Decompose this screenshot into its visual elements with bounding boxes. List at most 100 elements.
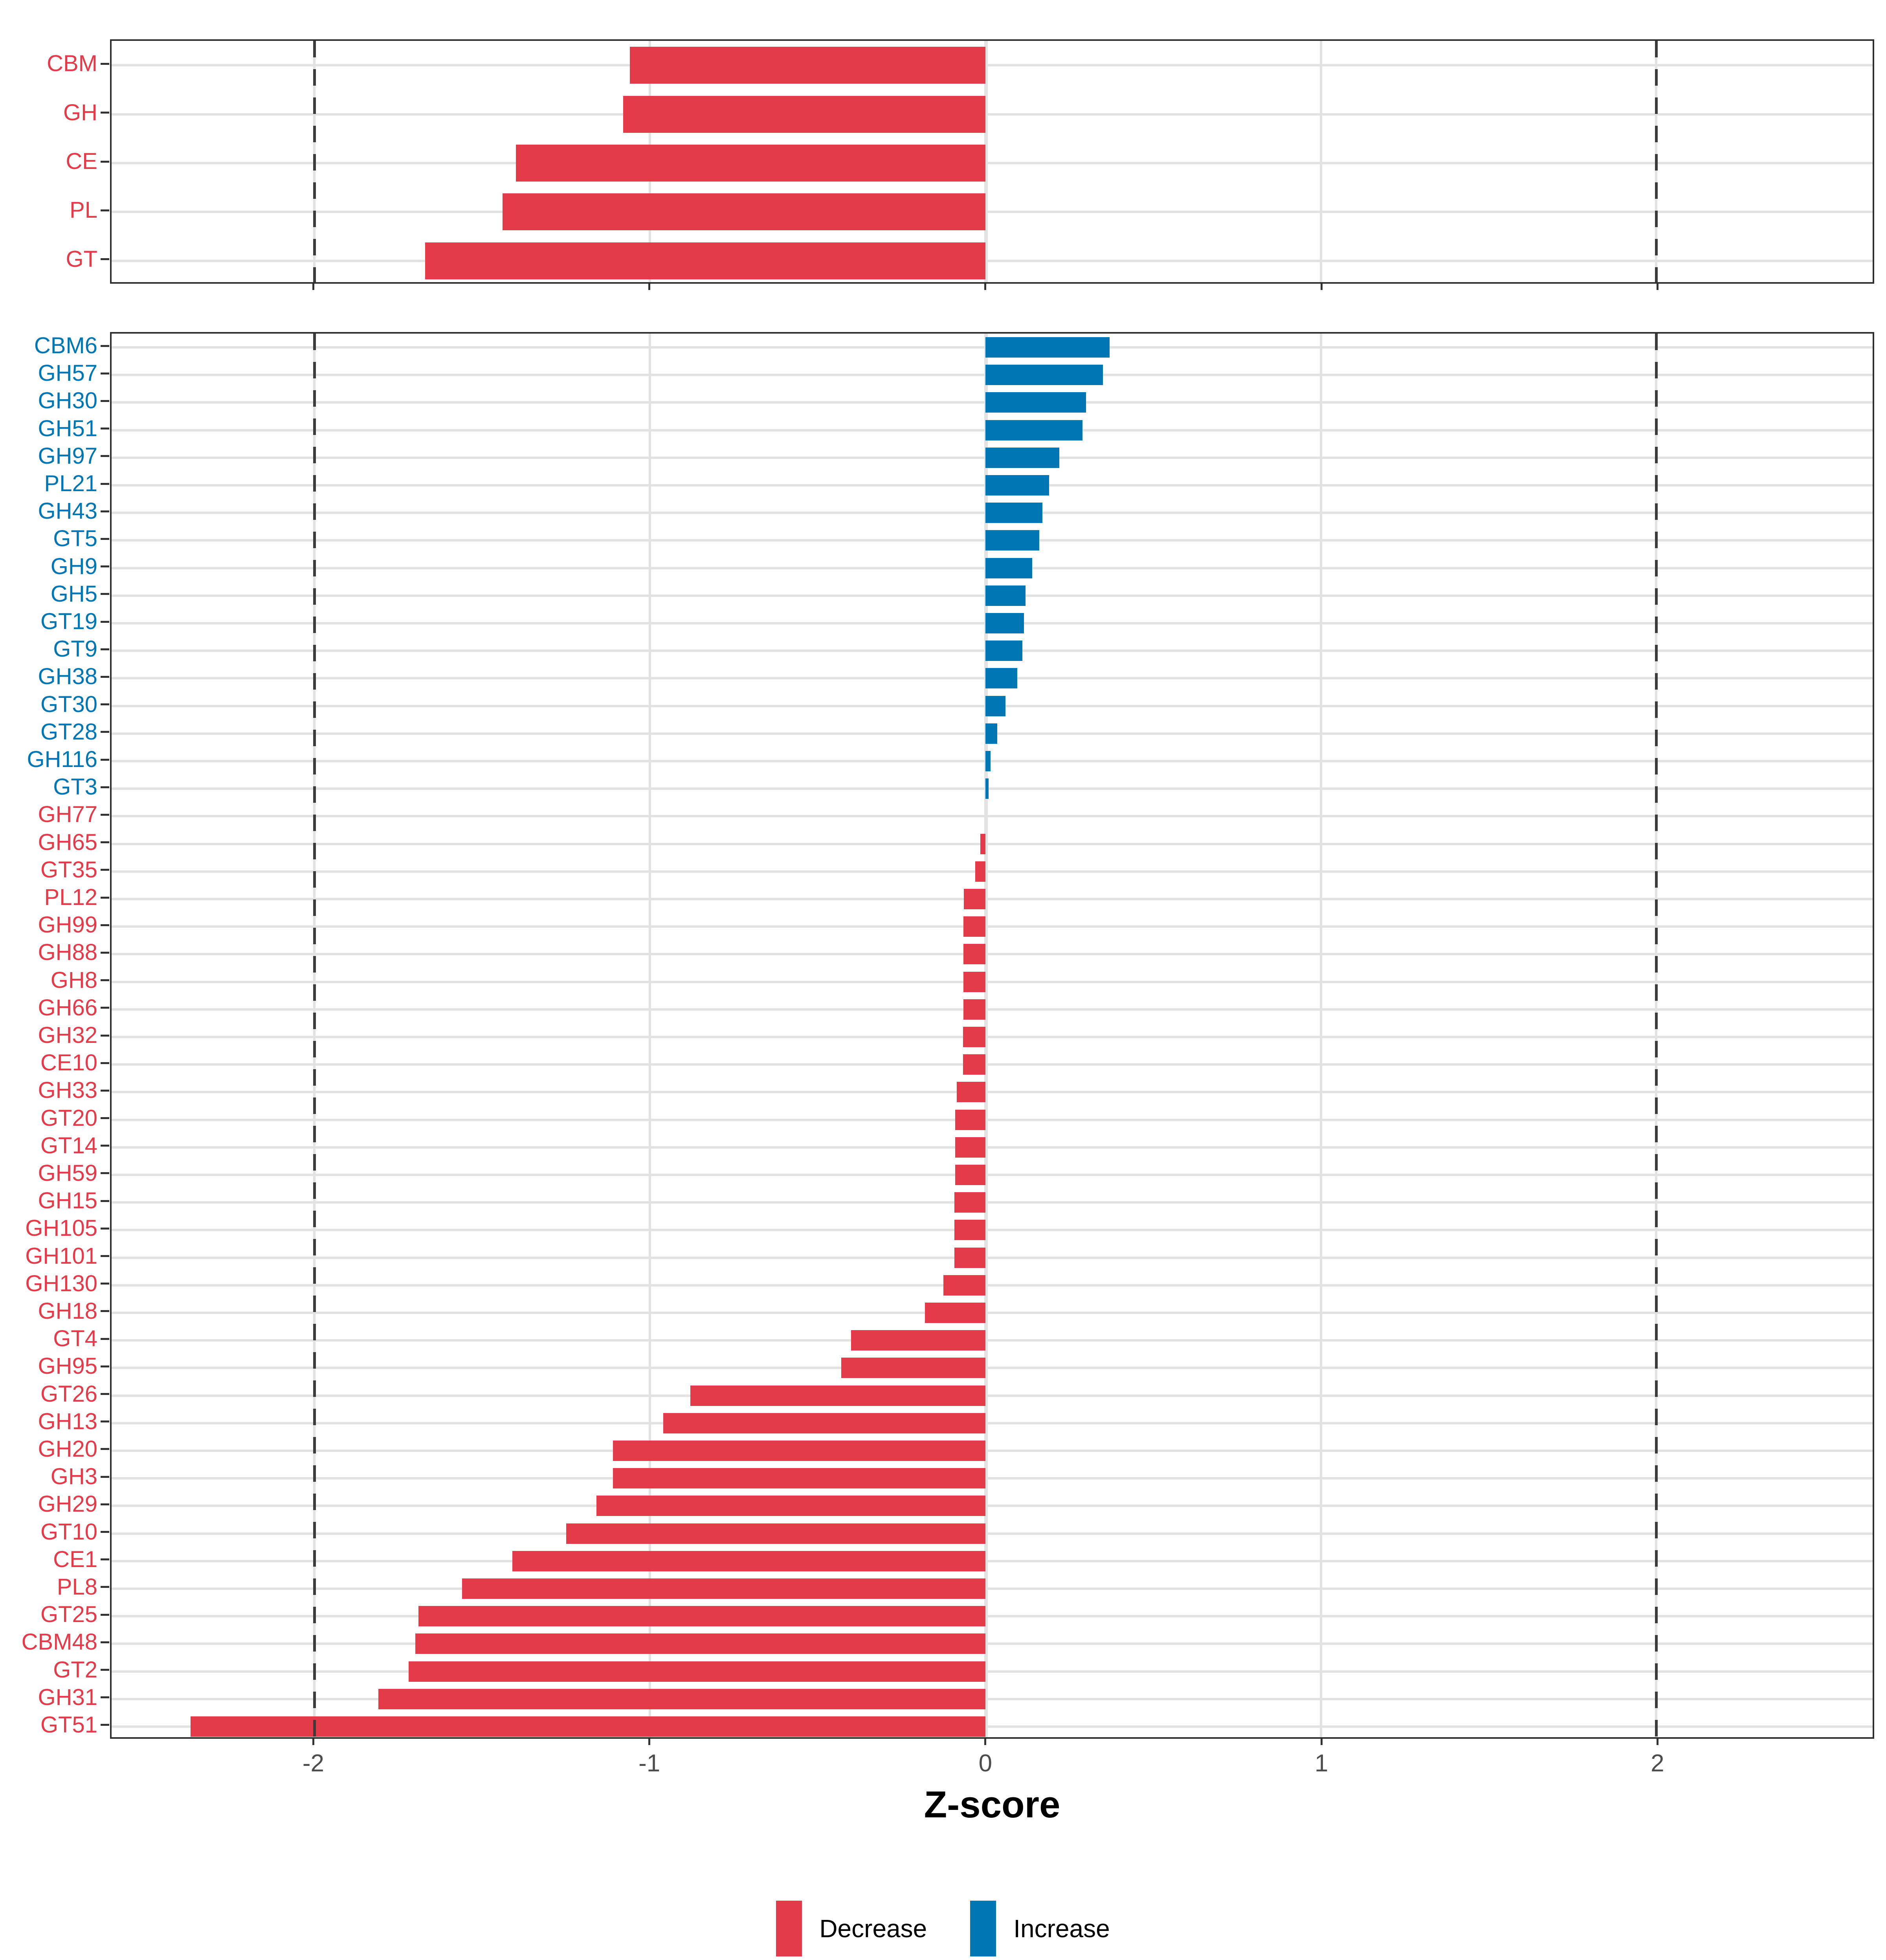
category-label-GH65: GH65: [38, 829, 97, 855]
y-tick-CE: [101, 160, 109, 163]
bar-GH: [623, 95, 985, 133]
category-label-GH9: GH9: [50, 553, 97, 579]
gridline-y: [112, 1670, 1873, 1673]
category-label-GT19: GT19: [40, 609, 97, 635]
category-label-CE10: CE10: [40, 1050, 97, 1076]
bar-GH9: [985, 558, 1033, 578]
bar-GH57: [985, 365, 1103, 385]
y-tick-PL: [101, 209, 109, 211]
y-tick-GH43: [101, 510, 109, 512]
bar-GH15: [954, 1192, 985, 1213]
y-tick-GH95: [101, 1365, 109, 1367]
gridline-x-1: [1319, 334, 1322, 1737]
bar-GT28: [985, 723, 997, 744]
x-tick-1: [1320, 1739, 1323, 1745]
gridline-y: [112, 1505, 1873, 1507]
y-tick-GH20: [101, 1448, 109, 1450]
x-tick-2: [1656, 284, 1659, 290]
y-tick-GT2: [101, 1669, 109, 1671]
gridline-y: [112, 1091, 1873, 1094]
gridline-y: [112, 1311, 1873, 1314]
bar-GH18: [925, 1302, 985, 1323]
y-tick-GH31: [101, 1696, 109, 1699]
bar-GH30: [985, 392, 1086, 413]
y-tick-CBM6: [101, 345, 109, 347]
category-label-GH59: GH59: [38, 1160, 97, 1186]
gridline-y: [112, 1422, 1873, 1424]
bar-GT10: [566, 1523, 985, 1544]
category-label-GH: GH: [63, 99, 97, 125]
category-label-GH95: GH95: [38, 1353, 97, 1379]
y-tick-GH: [101, 112, 109, 114]
bar-GT26: [690, 1385, 985, 1406]
gridline-y: [112, 1477, 1873, 1480]
bar-GT3: [985, 778, 989, 799]
gridline-y: [112, 113, 1873, 116]
bar-GT19: [985, 613, 1024, 634]
x-tick--1: [648, 1739, 651, 1745]
dashed-reference-line--2: [313, 334, 316, 1737]
bar-CE10: [963, 1054, 985, 1075]
gridline-y: [112, 64, 1873, 67]
bar-GH65: [980, 833, 985, 854]
category-label-GH13: GH13: [38, 1408, 97, 1434]
y-tick-GH101: [101, 1255, 109, 1257]
y-tick-CE1: [101, 1558, 109, 1561]
gridline-y: [112, 1394, 1873, 1397]
y-tick-GT28: [101, 731, 109, 733]
gridline-y: [112, 1201, 1873, 1204]
category-label-GH101: GH101: [25, 1243, 97, 1269]
gridline-y: [112, 1146, 1873, 1149]
y-tick-CE10: [101, 1062, 109, 1064]
bar-GH51: [985, 420, 1083, 440]
y-tick-GH15: [101, 1200, 109, 1202]
bar-GT51: [190, 1716, 985, 1737]
gridline-y: [112, 1063, 1873, 1066]
x-tick-2: [1656, 1739, 1659, 1745]
x-tick--1: [648, 284, 651, 290]
category-label-GT5: GT5: [53, 526, 97, 552]
legend-label-decrease: Decrease: [819, 1914, 927, 1943]
category-label-GH30: GH30: [38, 388, 97, 414]
y-tick-GT10: [101, 1531, 109, 1533]
gridline-y: [112, 1643, 1873, 1645]
bar-CE1: [512, 1551, 985, 1571]
category-label-GH38: GH38: [38, 664, 97, 690]
x-tick-1: [1320, 284, 1323, 290]
bar-GT35: [975, 861, 985, 882]
bar-GH32: [963, 1027, 985, 1047]
category-label-GT51: GT51: [40, 1712, 97, 1738]
category-label-GH66: GH66: [38, 995, 97, 1020]
category-label-CBM6: CBM6: [34, 333, 97, 359]
y-tick-GH8: [101, 979, 109, 982]
legend-label-increase: Increase: [1013, 1914, 1110, 1943]
bar-GH88: [963, 944, 985, 965]
category-label-GH130: GH130: [25, 1270, 97, 1296]
category-label-GH57: GH57: [38, 360, 97, 386]
category-label-CE: CE: [66, 149, 97, 174]
y-tick-GH3: [101, 1476, 109, 1478]
y-tick-PL8: [101, 1586, 109, 1588]
category-label-GT10: GT10: [40, 1519, 97, 1545]
x-axis-title: Z-score: [924, 1784, 1060, 1826]
gridline-x-0: [984, 334, 988, 1737]
y-tick-GH38: [101, 675, 109, 678]
gridline-y: [112, 1587, 1873, 1590]
y-tick-GH105: [101, 1227, 109, 1230]
bar-GH33: [957, 1082, 985, 1103]
gridline-y: [112, 1449, 1873, 1452]
y-tick-GT3: [101, 786, 109, 788]
y-tick-GH29: [101, 1503, 109, 1505]
bar-GT20: [955, 1109, 985, 1130]
gridline-x-0: [984, 41, 988, 282]
category-label-GT25: GT25: [40, 1602, 97, 1628]
gridline-y: [112, 980, 1873, 983]
x-tick-0: [984, 1739, 987, 1745]
y-tick-GH97: [101, 455, 109, 457]
bar-GH105: [954, 1220, 985, 1241]
category-label-GH99: GH99: [38, 912, 97, 938]
bar-PL8: [462, 1578, 985, 1599]
gridline-y: [112, 1367, 1873, 1369]
bar-GH13: [663, 1413, 985, 1433]
page: { "axis": { "title": "Z-score", "tick_va…: [21, 39, 1874, 1956]
